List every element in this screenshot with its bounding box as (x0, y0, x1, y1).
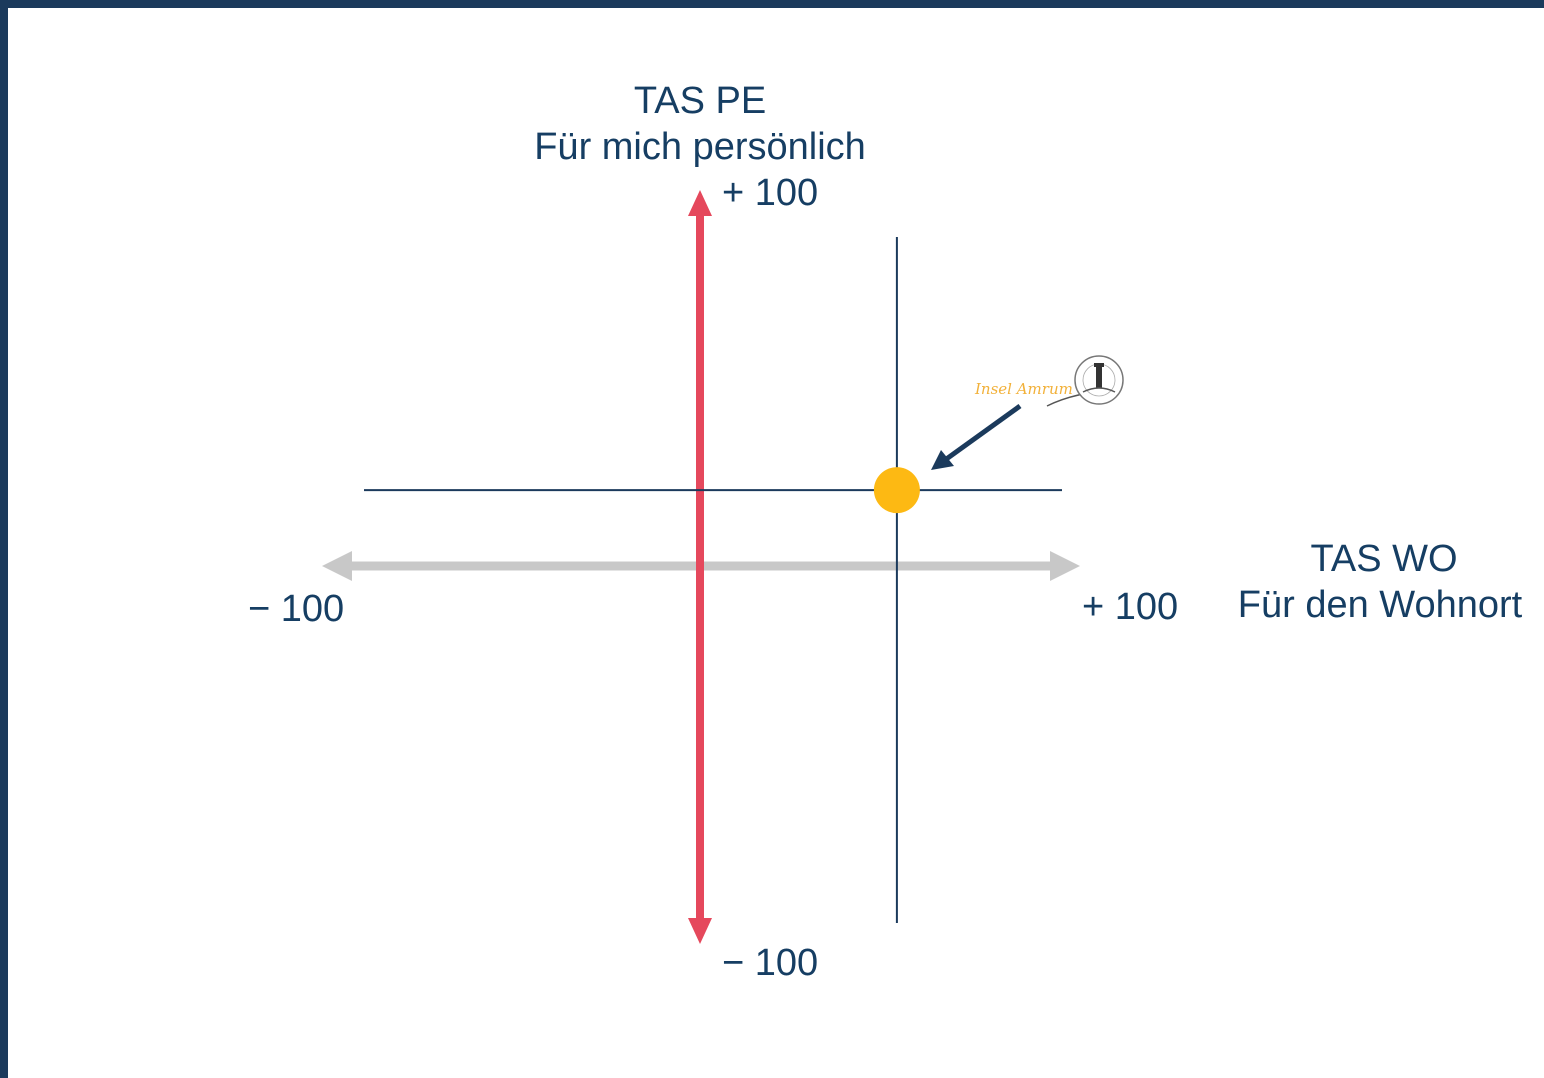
y-axis-title-line2: Für mich persönlich (534, 126, 866, 168)
x-axis-title-line2: Für den Wohnort (1238, 584, 1523, 626)
data-point (873, 467, 920, 514)
x-axis-title-line1: TAS WO (1310, 538, 1457, 580)
x-axis-max-label: + 100 (1082, 586, 1178, 628)
svg-text:Insel Amrum: Insel Amrum (974, 380, 1073, 398)
insel-amrum-logo: Insel Amrum (974, 355, 1124, 407)
y-axis-min-label: − 100 (722, 942, 818, 984)
y-axis (688, 190, 712, 944)
y-axis-title-line1: TAS PE (634, 80, 766, 122)
x-axis-min-label: − 100 (248, 588, 344, 630)
annotation-arrow (931, 403, 1022, 470)
y-axis-max-label: + 100 (722, 172, 818, 214)
